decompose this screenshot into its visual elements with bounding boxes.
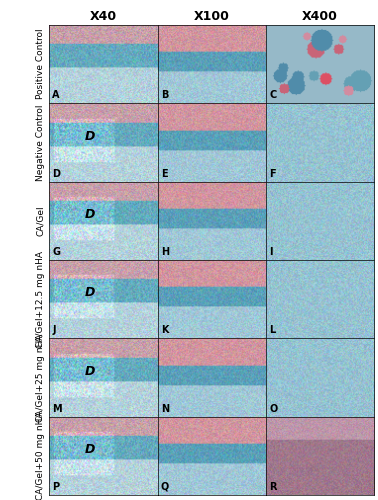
Text: Negative Control: Negative Control — [36, 104, 45, 180]
Text: CA/Gel+12.5 mg nHA: CA/Gel+12.5 mg nHA — [36, 250, 45, 348]
Text: A: A — [53, 90, 60, 100]
Text: I: I — [269, 247, 273, 257]
Text: L: L — [269, 325, 275, 335]
Text: CA/Gel+25 mg nHA: CA/Gel+25 mg nHA — [36, 334, 45, 422]
Text: X100: X100 — [194, 10, 229, 22]
Text: G: G — [53, 247, 60, 257]
Text: Q: Q — [161, 482, 169, 492]
Text: CA/Gel: CA/Gel — [36, 206, 45, 236]
Text: K: K — [161, 325, 168, 335]
Text: H: H — [161, 247, 169, 257]
Text: C: C — [269, 90, 276, 100]
Text: P: P — [53, 482, 59, 492]
Text: J: J — [53, 325, 56, 335]
Text: M: M — [53, 404, 62, 413]
Text: D: D — [85, 286, 96, 300]
Text: D: D — [53, 168, 60, 178]
Text: N: N — [161, 404, 169, 413]
Text: D: D — [85, 443, 96, 456]
Text: O: O — [269, 404, 277, 413]
Text: CA/Gel+50 mg nHA: CA/Gel+50 mg nHA — [36, 412, 45, 500]
Text: B: B — [161, 90, 168, 100]
Text: R: R — [269, 482, 277, 492]
Text: E: E — [161, 168, 167, 178]
Text: X40: X40 — [90, 10, 117, 22]
Text: X400: X400 — [302, 10, 338, 22]
Text: D: D — [85, 208, 96, 221]
Text: D: D — [85, 364, 96, 378]
Text: Positive Control: Positive Control — [36, 29, 45, 100]
Text: D: D — [85, 130, 96, 142]
Text: F: F — [269, 168, 276, 178]
